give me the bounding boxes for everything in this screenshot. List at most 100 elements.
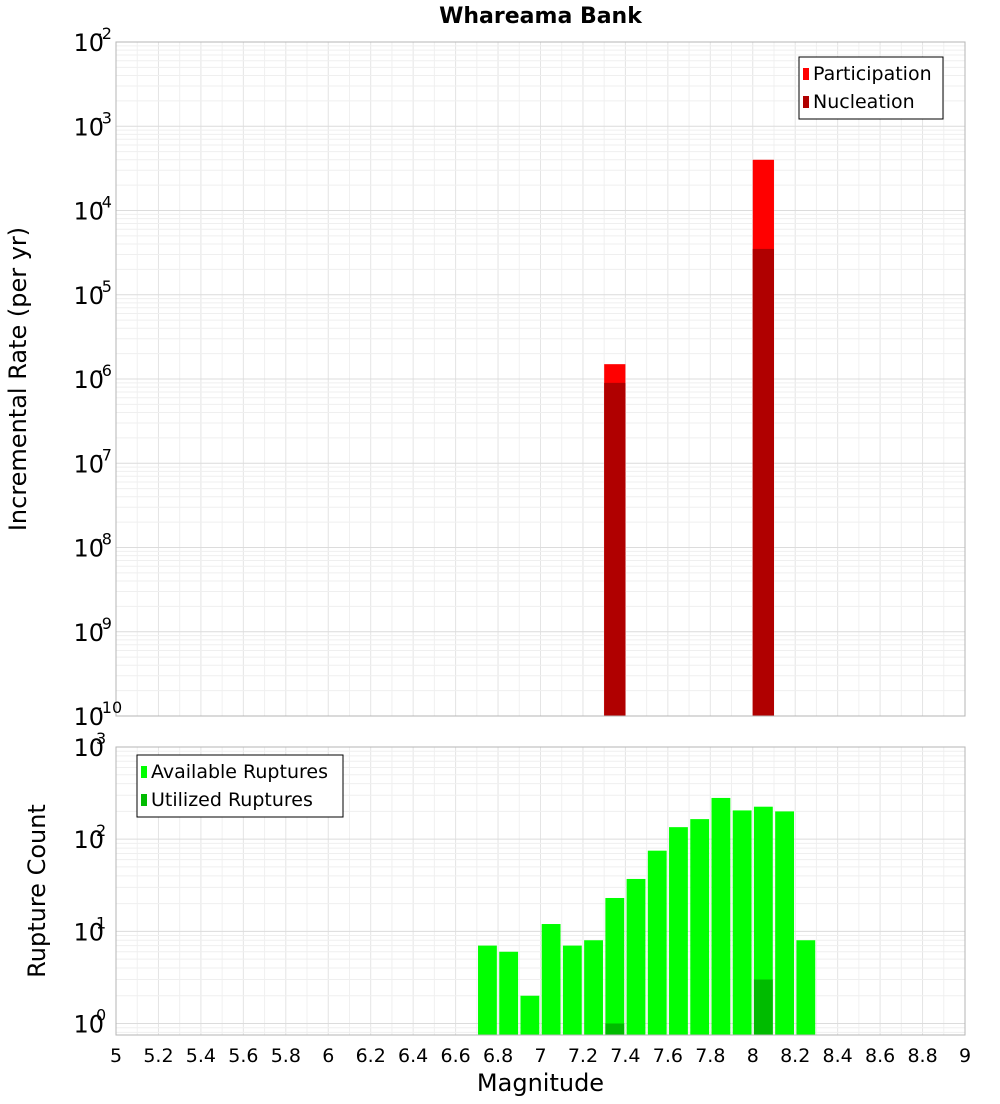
x-tick-label: 8.8 [907, 1045, 937, 1067]
x-tick-label: 8 [747, 1045, 759, 1067]
legend-swatch [803, 96, 809, 108]
y-tick-base: 10 [73, 734, 104, 762]
legend-label: Utilized Ruptures [151, 789, 313, 811]
x-tick-label: 8.2 [780, 1045, 810, 1067]
y-tick-base: 10 [73, 282, 104, 310]
y-axis-label: Rupture Count [23, 804, 51, 978]
x-axis: 5 5.2 5.4 5.6 5.8 6 6.2 6.4 6.6 6.8 7 7.2 7.4 7.6 7.8 8… [110, 1045, 971, 1067]
x-axis-label: Magnitude [477, 1069, 604, 1097]
x-tick-label: 5.2 [143, 1045, 173, 1067]
y-tick-base: 10 [73, 1010, 104, 1038]
bar [753, 806, 773, 1035]
y-tick-base: 10 [73, 366, 104, 394]
x-tick-label: 6.2 [356, 1045, 386, 1067]
x-tick-label: 6.6 [440, 1045, 470, 1067]
x-tick-label: 7.6 [653, 1045, 683, 1067]
bar [775, 811, 794, 1035]
bar [478, 945, 497, 1035]
y-tick-label: 101 [73, 913, 106, 946]
legend-swatch [141, 794, 147, 806]
y-tick-base: 10 [73, 29, 104, 57]
y-tick-exponent: -9 [96, 614, 112, 633]
x-tick-label: 5.8 [271, 1045, 301, 1067]
x-tick-label: 7.4 [610, 1045, 640, 1067]
x-tick-label: 9 [959, 1045, 971, 1067]
bar [711, 797, 731, 1035]
y-tick-exponent: -5 [96, 277, 112, 296]
y-tick-exponent: -4 [96, 193, 112, 212]
legend-swatch [803, 68, 809, 80]
legend: Available Ruptures Utilized Ruptures [136, 754, 344, 818]
legend-label: Nucleation [813, 91, 915, 113]
bar [520, 995, 540, 1035]
bar [605, 897, 625, 1035]
y-tick-exponent: -2 [96, 24, 112, 43]
legend-box [136, 754, 344, 818]
bar [753, 979, 773, 1035]
y-tick-label: 10-3 [73, 108, 112, 141]
bar [584, 940, 603, 1035]
legend-label: Available Ruptures [151, 761, 328, 783]
y-tick-base: 10 [73, 450, 104, 478]
x-tick-label: 5.6 [228, 1045, 258, 1067]
plot-frame [115, 746, 966, 1036]
y-axis-label: Incremental Rate (per yr) [4, 227, 32, 531]
y-tick-base: 10 [73, 198, 104, 226]
x-tick-label: 6.4 [398, 1045, 428, 1067]
x-tick-label: 7.8 [695, 1045, 725, 1067]
y-tick-base: 10 [73, 619, 104, 647]
x-tick-label: 5 [110, 1045, 122, 1067]
y-tick-label: 100 [73, 1005, 106, 1038]
bar [796, 940, 816, 1035]
y-tick-exponent: 0 [96, 1005, 106, 1024]
y-tick-label: 10-5 [73, 277, 112, 310]
bar [605, 1023, 625, 1035]
x-tick-label: 6 [322, 1045, 334, 1067]
y-tick-label: 10-10 [73, 698, 122, 731]
legend-entry: Nucleation [803, 91, 915, 113]
y-tick-exponent: 1 [96, 913, 106, 932]
legend-swatch [141, 766, 147, 778]
plot-frame [115, 41, 966, 717]
y-tick-label: 102 [73, 821, 106, 854]
y-tick-base: 10 [73, 113, 104, 141]
series-available-ruptures [478, 797, 816, 1035]
y-tick-exponent: 2 [96, 821, 106, 840]
y-tick-label: 10-8 [73, 530, 112, 563]
y-tick-exponent: 3 [96, 729, 106, 748]
bar [604, 382, 626, 716]
y-tick-exponent: -3 [96, 108, 112, 127]
y-tick-exponent: -8 [96, 530, 112, 549]
legend: Participation Nucleation [798, 56, 944, 120]
bar [752, 248, 774, 716]
bar [541, 924, 561, 1035]
y-tick-label: 10-9 [73, 614, 112, 647]
y-tick-label: 10-2 [73, 24, 112, 57]
x-tick-label: 8.6 [865, 1045, 895, 1067]
bar [647, 850, 667, 1035]
bar [626, 878, 646, 1035]
x-tick-label: 6.8 [483, 1045, 513, 1067]
y-tick-label: 103 [73, 729, 106, 762]
y-tick-exponent: -6 [96, 361, 112, 380]
bar [562, 945, 582, 1035]
y-tick-base: 10 [73, 918, 104, 946]
y-tick-base: 10 [73, 826, 104, 854]
y-tick-base: 10 [73, 703, 104, 731]
chart-title: Whareama Bank [439, 4, 643, 29]
y-tick-label: 10-6 [73, 361, 112, 394]
y-tick-label: 10-4 [73, 193, 112, 226]
legend-entry: Available Ruptures [141, 761, 328, 783]
y-tick-base: 10 [73, 535, 104, 563]
y-tick-exponent: -7 [96, 445, 112, 464]
x-tick-label: 7 [534, 1045, 546, 1067]
bar [499, 951, 519, 1035]
x-tick-label: 7.2 [568, 1045, 598, 1067]
legend-box [798, 56, 944, 120]
series-utilized-ruptures [605, 979, 773, 1035]
grid [115, 41, 966, 717]
x-tick-label: 8.4 [823, 1045, 853, 1067]
